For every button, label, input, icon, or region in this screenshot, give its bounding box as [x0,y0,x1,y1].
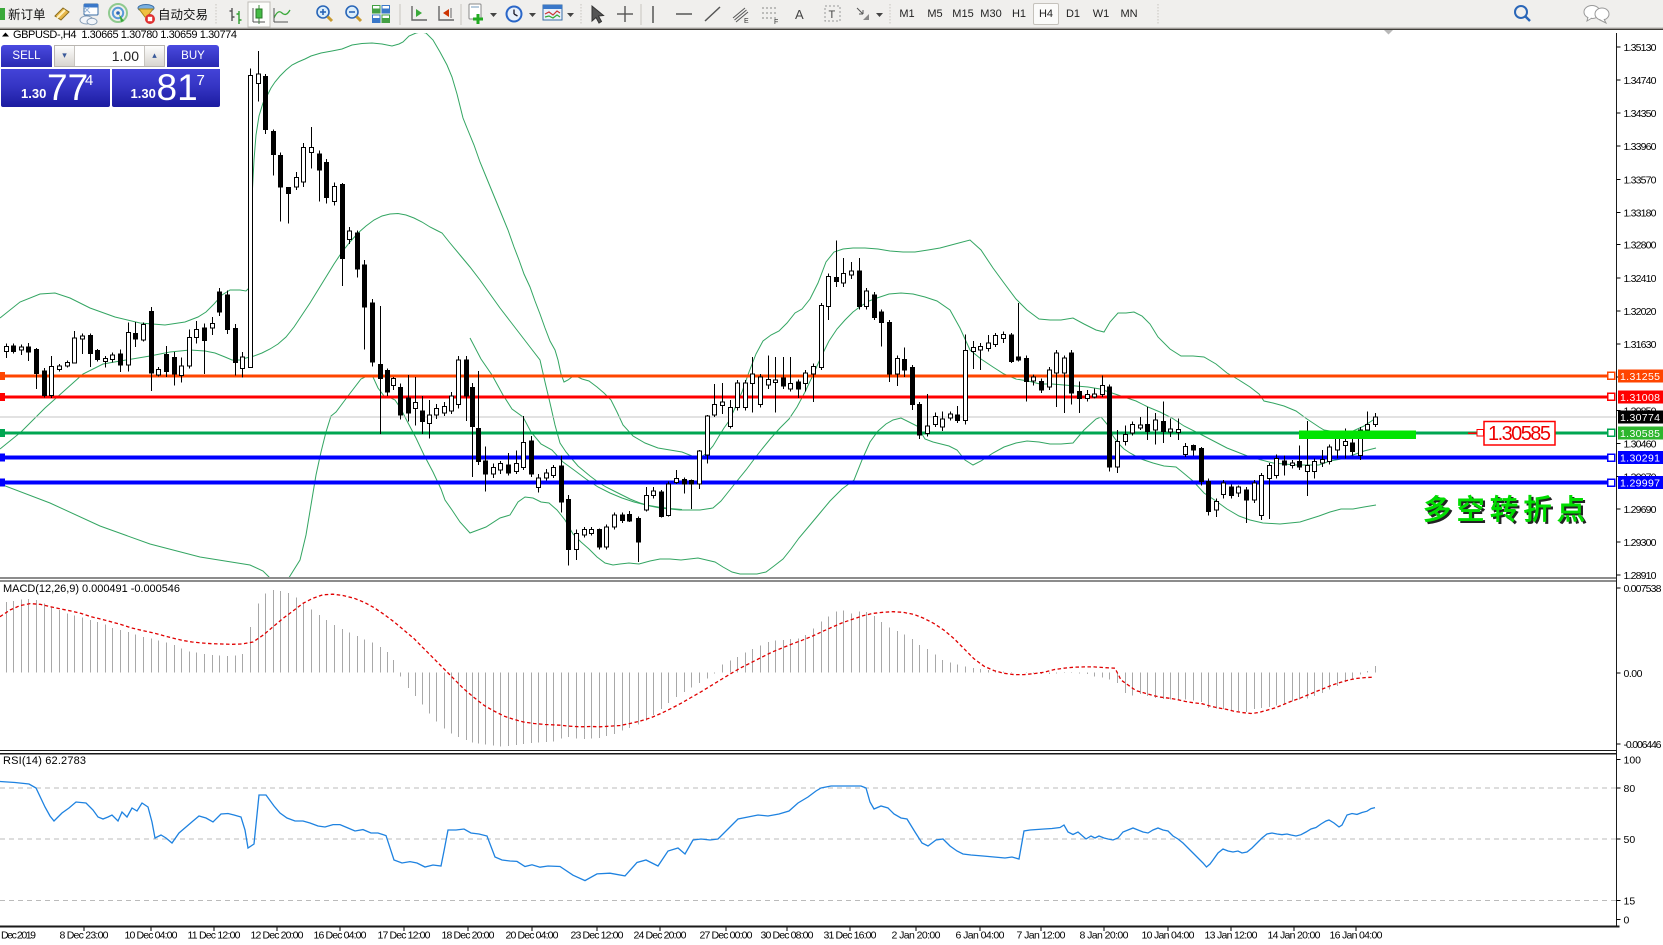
svg-text:23 Dec 12:00: 23 Dec 12:00 [571,930,624,942]
svg-text:1.32020: 1.32020 [1624,306,1657,318]
svg-text:1.30585: 1.30585 [1620,428,1660,440]
svg-text:自动交易: 自动交易 [158,7,208,22]
svg-text:-0.006446: -0.006446 [1624,739,1662,751]
svg-text:1.34740: 1.34740 [1624,75,1657,87]
svg-text:10 Jan 04:00: 10 Jan 04:00 [1142,930,1195,942]
svg-text:1.31255: 1.31255 [1620,371,1660,383]
svg-text:2 Jan 20:00: 2 Jan 20:00 [892,930,941,942]
svg-text:14 Jan 20:00: 14 Jan 20:00 [1268,930,1321,942]
svg-text:1.33180: 1.33180 [1624,208,1657,220]
svg-text:多空转折点: 多空转折点 [1425,495,1587,527]
svg-text:A: A [795,7,804,22]
svg-text:1.32410: 1.32410 [1624,273,1657,285]
svg-text:8 Jan 20:00: 8 Jan 20:00 [1080,930,1129,942]
svg-text:16 Jan 04:00: 16 Jan 04:00 [1330,930,1383,942]
svg-text:15: 15 [1624,895,1636,907]
svg-text:18 Dec 20:00: 18 Dec 20:00 [442,930,495,942]
svg-text:1.29690: 1.29690 [1624,504,1657,516]
svg-text:1.30291: 1.30291 [1620,453,1660,465]
svg-text:0.007538: 0.007538 [1624,583,1662,595]
svg-text:MACD(12,26,9) 0.000491 -0.0005: MACD(12,26,9) 0.000491 -0.000546 [3,583,180,595]
svg-text:80: 80 [1624,783,1636,795]
svg-text:1.31008: 1.31008 [1620,392,1660,404]
svg-text:31 Dec 16:00: 31 Dec 16:00 [824,930,877,942]
svg-text:7 Jan 12:00: 7 Jan 12:00 [1017,930,1066,942]
svg-text:新订单: 新订单 [8,7,46,22]
svg-text:1.33570: 1.33570 [1624,174,1657,186]
svg-text:T: T [829,9,836,21]
svg-text:100: 100 [1624,754,1642,766]
svg-text:16 Dec 04:00: 16 Dec 04:00 [314,930,367,942]
svg-text:Dec 2019: Dec 2019 [1,930,36,942]
svg-text:1.31630: 1.31630 [1624,339,1657,351]
svg-text:50: 50 [1624,834,1636,846]
svg-text:1.29997: 1.29997 [1620,478,1660,490]
svg-text:0.00: 0.00 [1624,668,1643,680]
svg-text:1.30460: 1.30460 [1624,438,1657,450]
svg-text:1.28910: 1.28910 [1624,570,1657,582]
svg-text:6 Jan 04:00: 6 Jan 04:00 [956,930,1005,942]
svg-text:12 Dec 20:00: 12 Dec 20:00 [251,930,304,942]
svg-text:1.32800: 1.32800 [1624,240,1657,252]
svg-text:GBPUSD-,H4 1.30665 1.30780 1.: GBPUSD-,H4 1.30665 1.30780 1.30659 1.307… [13,30,237,41]
svg-text:20 Dec 04:00: 20 Dec 04:00 [506,930,559,942]
svg-text:1.33960: 1.33960 [1624,141,1657,153]
svg-text:0: 0 [1624,915,1630,927]
svg-text:1.30585: 1.30585 [1488,423,1551,445]
svg-text:17 Dec 12:00: 17 Dec 12:00 [378,930,431,942]
svg-text:10 Dec 04:00: 10 Dec 04:00 [125,930,178,942]
svg-text:8 Dec 23:00: 8 Dec 23:00 [60,930,109,942]
svg-text:24 Dec 20:00: 24 Dec 20:00 [634,930,687,942]
svg-text:F: F [774,19,778,26]
svg-text:1.34350: 1.34350 [1624,108,1657,120]
svg-text:1.29300: 1.29300 [1624,537,1657,549]
svg-text:1.30774: 1.30774 [1620,412,1660,424]
svg-text:13 Jan 12:00: 13 Jan 12:00 [1205,930,1258,942]
svg-text:1.35130: 1.35130 [1624,42,1657,54]
svg-text:27 Dec 00:00: 27 Dec 00:00 [700,930,753,942]
svg-text:30 Dec 08:00: 30 Dec 08:00 [761,930,814,942]
svg-text:RSI(14) 62.2783: RSI(14) 62.2783 [3,755,86,767]
svg-text:多空转折点: 多空转折点 [1423,493,1585,525]
svg-text:11 Dec 12:00: 11 Dec 12:00 [188,930,241,942]
svg-text:E: E [744,18,749,25]
